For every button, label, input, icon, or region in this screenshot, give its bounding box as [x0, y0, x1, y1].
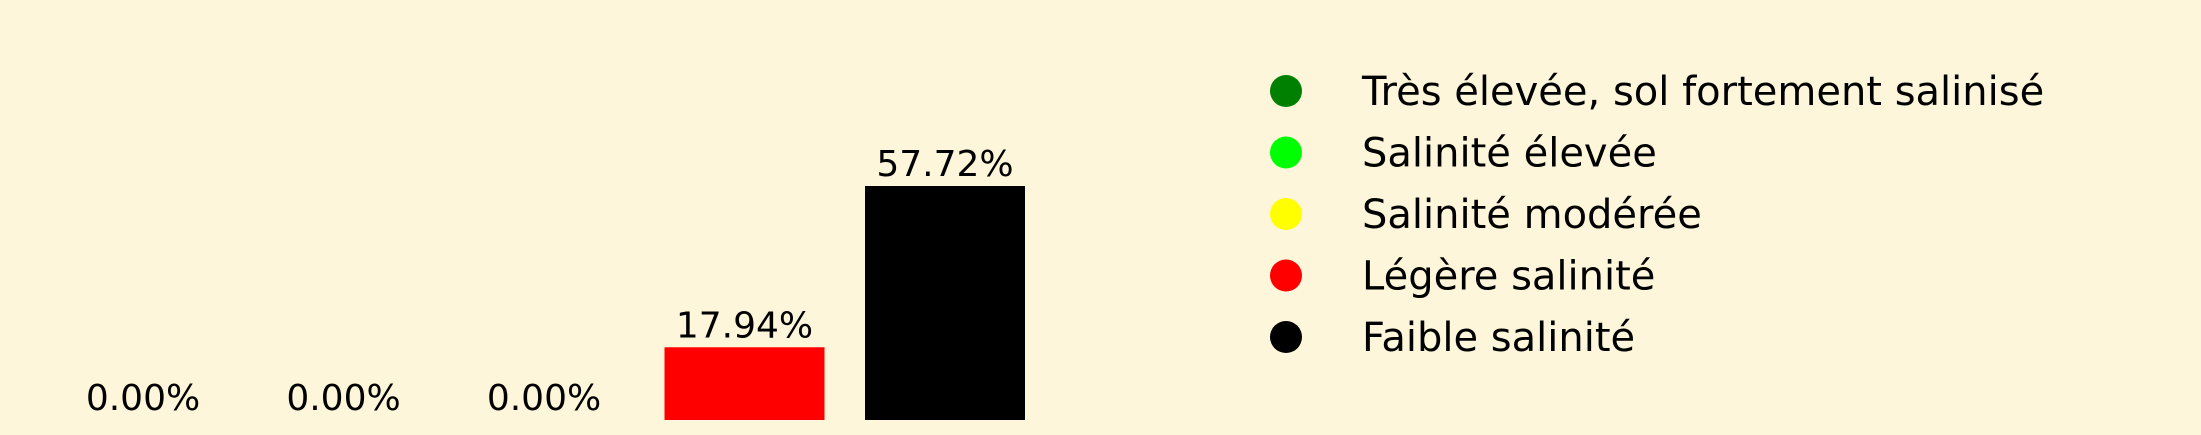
legend-label-3: Légère salinité — [1362, 254, 1655, 300]
legend-label-2: Salinité modérée — [1362, 192, 1702, 238]
bar-value-label-2: 0.00% — [487, 378, 601, 419]
bar-value-label-3: 17.94% — [676, 305, 813, 346]
bar-4 — [865, 186, 1025, 420]
legend-marker-0 — [1270, 75, 1302, 107]
legend-label-1: Salinité élevée — [1362, 131, 1657, 177]
legend: Très élevée, sol fortement salinisé Salin… — [1270, 69, 2044, 361]
legend-marker-4 — [1270, 321, 1302, 353]
bar-value-label-1: 0.00% — [286, 378, 400, 419]
legend-label-0: Très élevée, sol fortement salinisé — [1361, 69, 2044, 115]
legend-marker-2 — [1270, 198, 1302, 230]
legend-marker-1 — [1270, 136, 1302, 169]
legend-label-4: Faible salinité — [1362, 315, 1635, 361]
bar-value-label-0: 0.00% — [86, 378, 200, 419]
bars-group: 0.00% 0.00% 0.00% 17.94% 57.72% — [86, 144, 1025, 420]
legend-marker-3 — [1270, 259, 1302, 292]
bar-3 — [664, 347, 825, 420]
bar-value-label-4: 57.72% — [876, 144, 1013, 185]
